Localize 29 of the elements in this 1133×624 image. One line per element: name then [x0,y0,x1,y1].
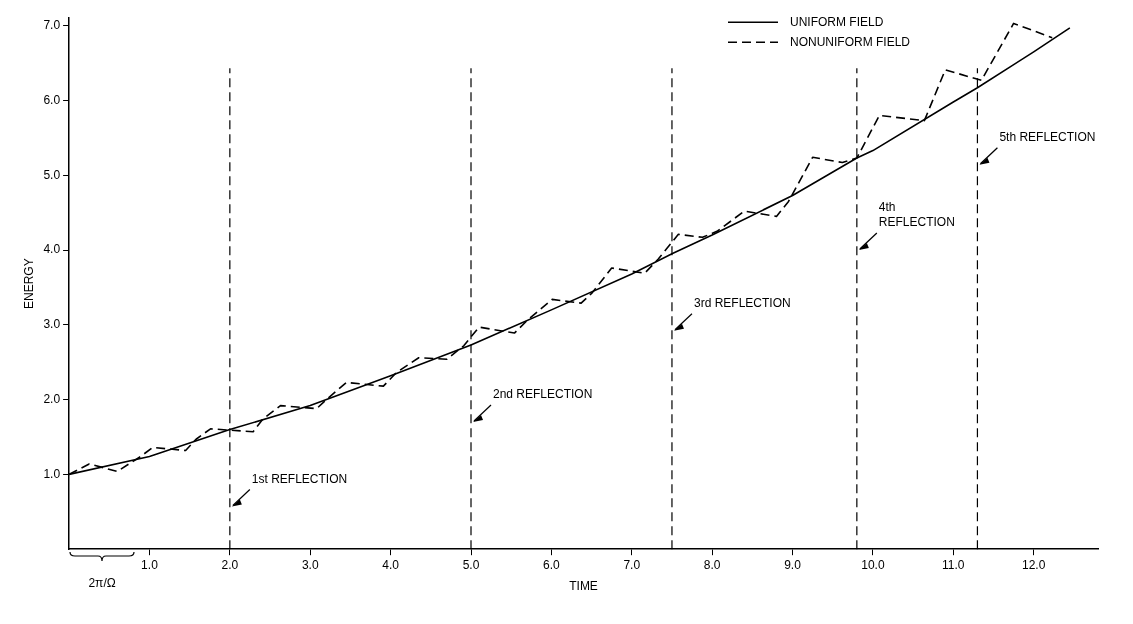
y-tick-label: 3.0 [43,317,61,332]
ref-line-label: 4th REFLECTION [878,200,955,230]
x-tick-label: 9.0 [784,557,802,572]
y-tick-label: 6.0 [43,92,61,107]
y-tick-label: 1.0 [43,466,61,481]
ref-line-label: 2nd REFLECTION [493,387,593,402]
x-tick-label: 12.0 [1022,557,1046,572]
y-axis-title: ENERGY [21,258,36,310]
x-tick-label: 11.0 [942,557,965,572]
x-tick-label: 6.0 [543,557,561,572]
y-tick-label: 2.0 [43,391,61,406]
legend-label: NONUNIFORM FIELD [790,34,911,49]
y-tick-label: 5.0 [43,167,61,182]
legend-label: UNIFORM FIELD [790,14,884,29]
ref-line-label: 5th REFLECTION [999,130,1096,145]
x-tick-label: 2.0 [221,557,239,572]
x-tick-label: 1.0 [141,557,159,572]
x-tick-label: 4.0 [382,557,400,572]
y-tick-label: 7.0 [43,17,61,32]
ref-line-label: 1st REFLECTION [251,471,348,486]
x-tick-label: 7.0 [623,557,641,572]
x-tick-label: 10.0 [861,557,885,572]
y-tick-label: 4.0 [43,242,61,257]
text: 2π/Ω [87,576,117,591]
x-tick-label: 8.0 [703,557,721,572]
x-tick-label: 5.0 [462,557,480,572]
x-axis-title: TIME [569,579,598,594]
ref-line-label: 3rd REFLECTION [693,296,791,311]
x-tick-label: 3.0 [301,557,319,572]
